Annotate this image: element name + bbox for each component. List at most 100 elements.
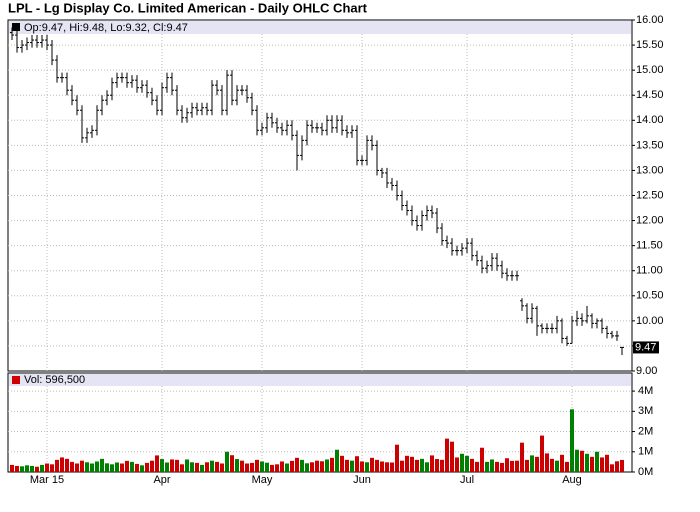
price-legend-icon xyxy=(12,23,20,31)
volume-bar xyxy=(355,456,359,472)
volume-bar xyxy=(455,457,459,472)
volume-bar xyxy=(250,462,254,472)
volume-bar xyxy=(375,459,379,472)
y-tick-label: 13.00 xyxy=(636,164,664,176)
volume-bar xyxy=(265,462,269,472)
volume-bar xyxy=(145,462,149,472)
volume-bar xyxy=(370,457,374,472)
y-tick-label: 11.00 xyxy=(636,265,663,277)
volume-bar xyxy=(585,453,589,472)
volume-bar xyxy=(20,466,24,472)
y-tick-label: 11.50 xyxy=(636,240,663,252)
volume-bar xyxy=(105,463,109,472)
volume-bar xyxy=(395,444,399,472)
volume-bar xyxy=(385,462,389,472)
x-tick-label: May xyxy=(252,474,273,486)
y-tick-label: 12.00 xyxy=(636,214,664,226)
x-tick-label: Apr xyxy=(153,474,170,486)
volume-bar xyxy=(330,457,334,472)
x-tick-label: Mar 15 xyxy=(30,474,64,486)
volume-bar xyxy=(75,463,79,472)
volume-bar xyxy=(360,461,364,472)
volume-bar xyxy=(195,462,199,472)
volume-bar xyxy=(280,461,284,472)
volume-bar xyxy=(380,461,384,472)
volume-bar xyxy=(480,447,484,472)
volume-bar xyxy=(100,458,104,472)
volume-bar xyxy=(575,449,579,472)
volume-bar xyxy=(610,464,614,472)
volume-bar xyxy=(155,455,159,472)
volume-bar xyxy=(400,460,404,472)
volume-bar xyxy=(535,456,539,472)
x-tick-label: Aug xyxy=(562,474,582,486)
volume-bar xyxy=(350,460,354,472)
volume-legend-icon xyxy=(12,376,20,384)
volume-bar xyxy=(545,453,549,472)
volume-bar xyxy=(240,460,244,472)
volume-bar xyxy=(180,464,184,472)
volume-bar xyxy=(475,461,479,472)
volume-bar xyxy=(150,460,154,472)
volume-bar xyxy=(40,464,44,472)
volume-bar xyxy=(495,461,499,472)
volume-bar xyxy=(295,457,299,472)
volume-bar xyxy=(120,463,124,472)
volume-bar xyxy=(450,441,454,472)
volume-bar xyxy=(255,459,259,472)
y-tick-label: 15.50 xyxy=(636,39,664,51)
volume-bar xyxy=(530,455,534,472)
volume-bar xyxy=(140,465,144,472)
volume-bar xyxy=(115,462,119,472)
volume-bar xyxy=(445,438,449,472)
y-tick-label: 4M xyxy=(638,385,653,397)
last-price-box xyxy=(633,341,659,354)
volume-bar xyxy=(310,462,314,472)
volume-legend: Vol: 596,500 xyxy=(24,374,85,386)
y-tick-label: 9.00 xyxy=(636,365,657,377)
volume-bar xyxy=(135,463,139,472)
volume-bar xyxy=(200,464,204,472)
y-tick-label: 14.00 xyxy=(636,114,664,126)
volume-bar xyxy=(550,458,554,472)
volume-bar xyxy=(130,461,134,472)
volume-bar xyxy=(510,460,514,472)
volume-bar xyxy=(270,464,274,472)
volume-bar xyxy=(95,461,99,472)
volume-bar xyxy=(165,462,169,472)
volume-bar xyxy=(580,450,584,472)
volume-bar xyxy=(460,453,464,472)
y-tick-label: 13.50 xyxy=(636,139,664,151)
volume-bar xyxy=(175,459,179,472)
volume-bar xyxy=(600,457,604,472)
volume-bar xyxy=(340,455,344,472)
volume-bar xyxy=(125,460,129,472)
volume-bar xyxy=(10,464,14,472)
volume-bar xyxy=(185,459,189,472)
volume-bar xyxy=(490,459,494,472)
volume-bar xyxy=(335,449,339,472)
volume-legend-band xyxy=(9,374,631,386)
volume-bar xyxy=(520,442,524,472)
volume-bar xyxy=(65,458,69,472)
volume-bar xyxy=(525,459,529,472)
volume-bar xyxy=(505,458,509,472)
volume-bar xyxy=(205,462,209,472)
volume-bar xyxy=(415,459,419,472)
y-tick-label: 10.50 xyxy=(636,290,664,302)
volume-bar xyxy=(80,460,84,472)
y-tick-label: 14.50 xyxy=(636,89,664,101)
volume-bar xyxy=(390,462,394,472)
volume-bar xyxy=(300,459,304,472)
volume-bar xyxy=(325,459,329,472)
y-tick-label: 10.00 xyxy=(636,315,664,327)
volume-bar xyxy=(555,460,559,472)
volume-bar xyxy=(470,458,474,472)
volume-bar xyxy=(60,457,64,472)
x-tick-label: Jun xyxy=(353,474,371,486)
volume-bar xyxy=(275,464,279,472)
volume-bar xyxy=(365,462,369,472)
volume-bar xyxy=(50,464,54,472)
y-tick-label: 3M xyxy=(638,405,653,417)
